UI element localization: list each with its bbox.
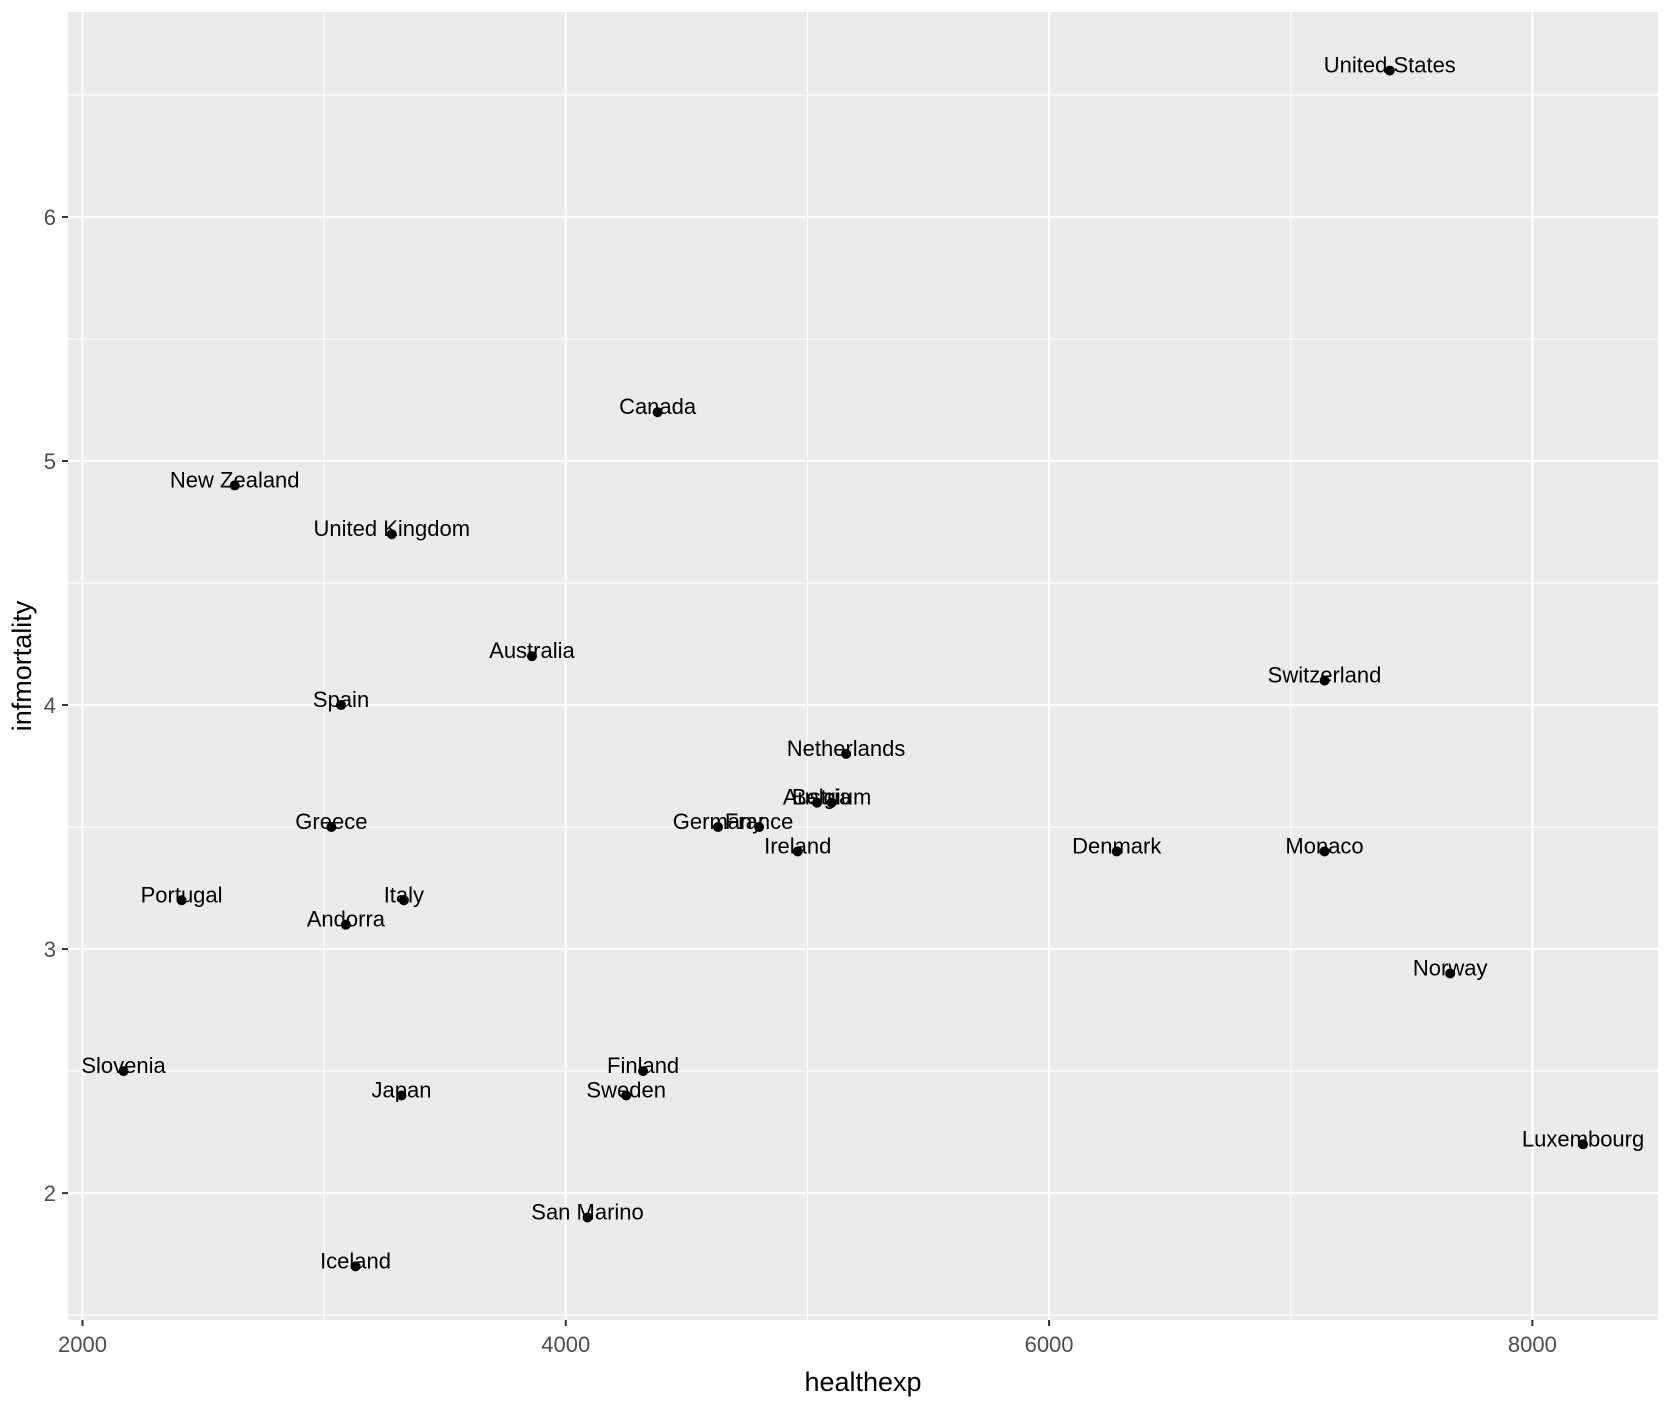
data-point bbox=[1319, 846, 1330, 857]
data-point bbox=[398, 895, 409, 906]
y-tick-label: 3 bbox=[44, 937, 56, 962]
y-tick-label: 6 bbox=[44, 205, 56, 230]
data-point bbox=[652, 407, 663, 418]
x-tick-label: 8000 bbox=[1508, 1332, 1557, 1357]
point-label: Japan bbox=[371, 1077, 431, 1102]
plot-panel bbox=[68, 12, 1658, 1320]
x-tick-label: 4000 bbox=[541, 1332, 590, 1357]
data-point bbox=[713, 822, 724, 833]
point-label: Sweden bbox=[586, 1077, 666, 1102]
point-label: Finland bbox=[607, 1053, 679, 1078]
point-label: Austria bbox=[783, 785, 852, 810]
major-gridlines bbox=[68, 12, 1658, 1320]
data-point bbox=[1319, 675, 1330, 686]
point-label: New Zealand bbox=[170, 467, 300, 492]
data-point bbox=[582, 1212, 593, 1223]
data-point bbox=[621, 1090, 632, 1101]
point-label: Switzerland bbox=[1268, 663, 1382, 688]
data-point bbox=[1578, 1139, 1589, 1150]
point-label: Germany bbox=[673, 809, 763, 834]
y-tick-label: 2 bbox=[44, 1181, 56, 1206]
data-point bbox=[340, 919, 351, 930]
x-tick-label: 6000 bbox=[1025, 1332, 1074, 1357]
point-label: Portugal bbox=[141, 882, 223, 907]
point-label: Luxembourg bbox=[1522, 1126, 1644, 1151]
data-point bbox=[754, 822, 765, 833]
point-label: Belgium bbox=[792, 785, 871, 810]
data-point bbox=[826, 797, 837, 808]
point-labels: United States Canada New Zealand United Kin… bbox=[81, 53, 1644, 1274]
x-tick-label: 2000 bbox=[58, 1332, 107, 1357]
point-label: San Marino bbox=[531, 1200, 644, 1225]
data-point bbox=[386, 529, 397, 540]
data-point bbox=[118, 1066, 129, 1077]
data-point bbox=[176, 895, 187, 906]
point-label: Slovenia bbox=[81, 1053, 166, 1078]
data-point bbox=[229, 480, 240, 491]
data-point bbox=[1111, 846, 1122, 857]
point-label: Norway bbox=[1413, 955, 1488, 980]
data-points bbox=[118, 65, 1589, 1272]
point-label: United States bbox=[1324, 53, 1456, 78]
x-axis-tick-labels: 2000 4000 6000 8000 bbox=[58, 1332, 1557, 1357]
point-label: Andorra bbox=[307, 907, 386, 932]
y-tick-label: 4 bbox=[44, 693, 56, 718]
point-label: Australia bbox=[489, 638, 575, 663]
data-point bbox=[326, 822, 337, 833]
x-axis-title: healthexp bbox=[804, 1367, 921, 1397]
point-label: Greece bbox=[295, 809, 367, 834]
data-point bbox=[812, 797, 823, 808]
data-point bbox=[336, 700, 347, 711]
data-point bbox=[526, 651, 537, 662]
data-point bbox=[792, 846, 803, 857]
y-axis-tick-labels: 2 3 4 5 6 bbox=[44, 205, 56, 1206]
point-label: Denmark bbox=[1072, 833, 1162, 858]
data-point bbox=[638, 1066, 649, 1077]
data-point bbox=[1445, 968, 1456, 979]
point-label: Spain bbox=[313, 687, 369, 712]
data-point bbox=[841, 748, 852, 759]
y-axis-title: infmortality bbox=[7, 600, 37, 731]
point-label: Italy bbox=[384, 882, 424, 907]
data-point bbox=[1384, 65, 1395, 76]
point-label: Ireland bbox=[764, 833, 831, 858]
y-tick-label: 5 bbox=[44, 449, 56, 474]
point-label: Canada bbox=[619, 394, 697, 419]
data-point bbox=[350, 1261, 361, 1272]
point-label: Netherlands bbox=[787, 736, 906, 761]
point-label: Iceland bbox=[320, 1248, 391, 1273]
axis-ticks bbox=[62, 215, 1534, 1326]
point-label: United Kingdom bbox=[314, 516, 471, 541]
data-point bbox=[396, 1090, 407, 1101]
point-label: Monaco bbox=[1285, 833, 1363, 858]
point-label: France bbox=[725, 809, 793, 834]
